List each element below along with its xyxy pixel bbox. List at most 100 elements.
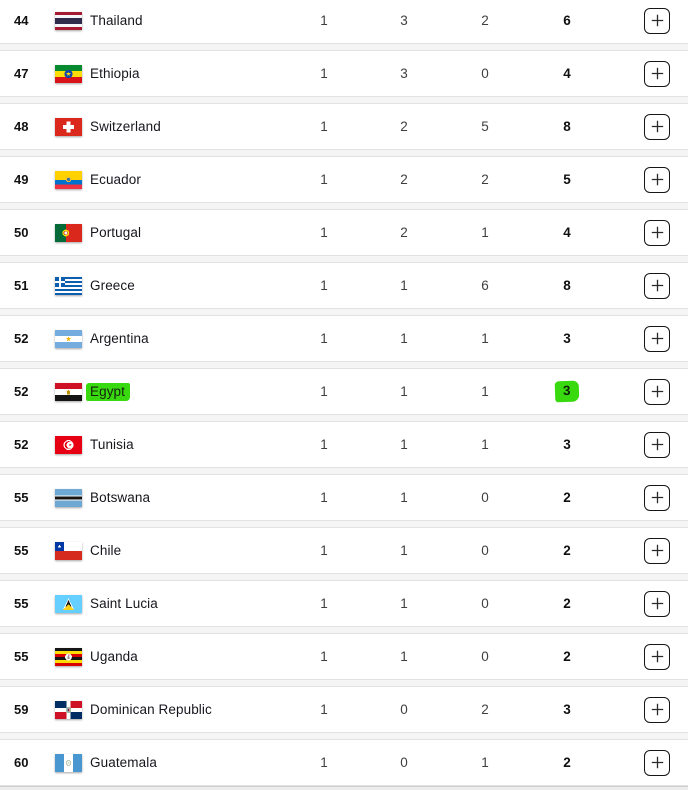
plus-icon (651, 491, 663, 504)
gold-count: 1 (320, 437, 328, 452)
silver-count: 2 (400, 172, 408, 187)
country-name: Uganda (90, 649, 138, 664)
expand-cell (608, 166, 688, 193)
country-name: Tunisia (90, 437, 134, 452)
expand-cell (608, 484, 688, 511)
expand-row-button[interactable] (644, 325, 670, 352)
expand-cell (608, 60, 688, 87)
country-cell: Portugal (90, 225, 284, 240)
country-flag-icon (55, 329, 82, 348)
flag-cell (55, 64, 90, 83)
silver-count: 2 (400, 225, 408, 240)
gold-count: 1 (320, 13, 328, 28)
gold-count: 1 (320, 543, 328, 558)
expand-row-button[interactable] (644, 7, 670, 34)
table-row: 55 Saint Lucia 1 1 0 2 (0, 580, 688, 627)
expand-row-button[interactable] (644, 378, 670, 405)
flag-cell (55, 382, 90, 401)
bronze-count: 0 (481, 596, 489, 611)
plus-icon (651, 173, 663, 186)
expand-cell (608, 272, 688, 299)
rank-value: 60 (14, 755, 29, 770)
total-count: 2 (563, 596, 571, 611)
gold-count: 1 (320, 384, 328, 399)
expand-row-button[interactable] (644, 590, 670, 617)
country-name: Switzerland (90, 119, 161, 134)
expand-row-button[interactable] (644, 272, 670, 299)
table-row: 48 Switzerland 1 2 5 8 (0, 103, 688, 150)
bronze-count: 0 (481, 490, 489, 505)
flag-cell (55, 276, 90, 295)
expand-cell (608, 325, 688, 352)
bronze-count: 5 (481, 119, 489, 134)
silver-count: 1 (400, 384, 408, 399)
expand-row-button[interactable] (644, 113, 670, 140)
table-row: 49 Ecuador 1 2 2 5 (0, 156, 688, 203)
expand-row-button[interactable] (644, 696, 670, 723)
expand-cell (608, 749, 688, 776)
flag-cell (55, 594, 90, 613)
rank-cell: 49 (0, 172, 55, 187)
country-name: Ethiopia (90, 66, 140, 81)
country-flag-icon (55, 64, 82, 83)
country-cell: Saint Lucia (90, 596, 284, 611)
expand-row-button[interactable] (644, 643, 670, 670)
flag-cell (55, 329, 90, 348)
country-cell: Ethiopia (90, 66, 284, 81)
plus-icon (651, 332, 663, 345)
flag-cell (55, 223, 90, 242)
gold-count: 1 (320, 225, 328, 240)
expand-row-button[interactable] (644, 431, 670, 458)
plus-icon (651, 650, 663, 663)
country-flag-icon (55, 700, 82, 719)
country-cell: Argentina (90, 331, 284, 346)
plus-icon (651, 544, 663, 557)
expand-cell (608, 113, 688, 140)
expand-row-button[interactable] (644, 219, 670, 246)
country-flag-icon (55, 647, 82, 666)
silver-count: 1 (400, 437, 408, 452)
rank-value: 47 (14, 66, 29, 81)
total-count: 4 (563, 225, 571, 240)
table-row: 60 Guatemala 1 0 1 2 (0, 739, 688, 786)
expand-row-button[interactable] (644, 484, 670, 511)
country-name: Botswana (90, 490, 151, 505)
table-row: 47 Ethiopia 1 3 0 4 (0, 50, 688, 97)
silver-count: 3 (400, 13, 408, 28)
rank-cell: 52 (0, 437, 55, 452)
gold-count: 1 (320, 755, 328, 770)
total-count: 2 (563, 543, 571, 558)
country-cell: Greece (90, 278, 284, 293)
country-flag-icon (55, 435, 82, 454)
country-name: Thailand (90, 13, 143, 28)
country-name: Ecuador (90, 172, 141, 187)
expand-cell (608, 7, 688, 34)
country-cell: Ecuador (90, 172, 284, 187)
gold-count: 1 (320, 596, 328, 611)
bronze-count: 1 (481, 384, 489, 399)
plus-icon (651, 226, 663, 239)
country-cell: Chile (90, 543, 284, 558)
total-count: 8 (563, 119, 571, 134)
expand-row-button[interactable] (644, 166, 670, 193)
rank-cell: 52 (0, 384, 55, 399)
gold-count: 1 (320, 490, 328, 505)
expand-row-button[interactable] (644, 537, 670, 564)
country-name: Argentina (90, 331, 149, 346)
rank-value: 51 (14, 278, 29, 293)
total-count: 8 (563, 278, 571, 293)
country-flag-icon (55, 11, 82, 30)
plus-icon (651, 703, 663, 716)
country-cell: Thailand (90, 13, 284, 28)
flag-cell (55, 647, 90, 666)
expand-row-button[interactable] (644, 60, 670, 87)
expand-row-button[interactable] (644, 749, 670, 776)
flag-cell (55, 541, 90, 560)
rank-value: 59 (14, 702, 29, 717)
gold-count: 1 (320, 172, 328, 187)
total-count: 3 (526, 380, 608, 403)
bronze-count: 0 (481, 66, 489, 81)
country-flag-icon (55, 594, 82, 613)
bronze-count: 0 (481, 543, 489, 558)
country-flag-icon (55, 488, 82, 507)
